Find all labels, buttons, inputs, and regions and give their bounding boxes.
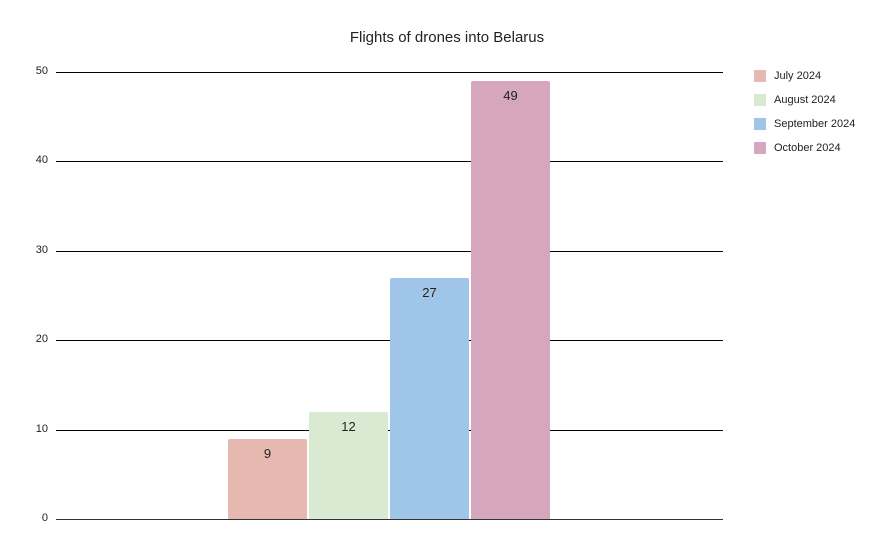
bar-value-label: 27 [422, 284, 437, 300]
gridline [56, 429, 723, 431]
legend-swatch-icon [754, 142, 766, 154]
y-tick-label: 20 [35, 333, 48, 346]
y-tick-label: 30 [35, 243, 48, 256]
bar-september-2024[interactable]: 27 [390, 277, 469, 519]
chart-title: Flights of drones into Belarus [349, 29, 545, 46]
legend-item[interactable]: September 2024 [754, 112, 855, 136]
plot-area: 9 12 27 49 [56, 72, 723, 520]
legend-label: July 2024 [774, 70, 822, 82]
legend-item[interactable]: August 2024 [754, 88, 855, 112]
bar-august-2024[interactable]: 12 [309, 411, 388, 519]
gridline [56, 72, 723, 73]
gridline [56, 250, 723, 252]
y-tick-label: 50 [35, 65, 48, 77]
legend-label: September 2024 [774, 118, 856, 130]
legend-item[interactable]: October 2024 [754, 136, 855, 160]
legend-item[interactable]: July 2024 [754, 64, 855, 88]
legend-label: October 2024 [774, 142, 841, 154]
bar-value-label: 9 [263, 445, 272, 461]
y-tick-label: 10 [35, 422, 48, 435]
gridline [56, 340, 723, 342]
legend-swatch-icon [754, 70, 766, 82]
legend: July 2024 August 2024 September 2024 Octobe… [754, 64, 855, 160]
legend-swatch-icon [754, 94, 766, 106]
gridline [56, 519, 723, 520]
legend-swatch-icon [754, 118, 766, 130]
bar-value-label: 12 [341, 418, 356, 434]
y-tick-label: 40 [35, 154, 48, 167]
gridline [56, 161, 723, 163]
bar-july-2024[interactable]: 9 [228, 438, 307, 519]
legend-label: August 2024 [774, 94, 836, 106]
bar-value-label: 49 [503, 87, 518, 103]
y-tick-label: 0 [41, 512, 48, 524]
bar-october-2024[interactable]: 49 [471, 80, 550, 519]
